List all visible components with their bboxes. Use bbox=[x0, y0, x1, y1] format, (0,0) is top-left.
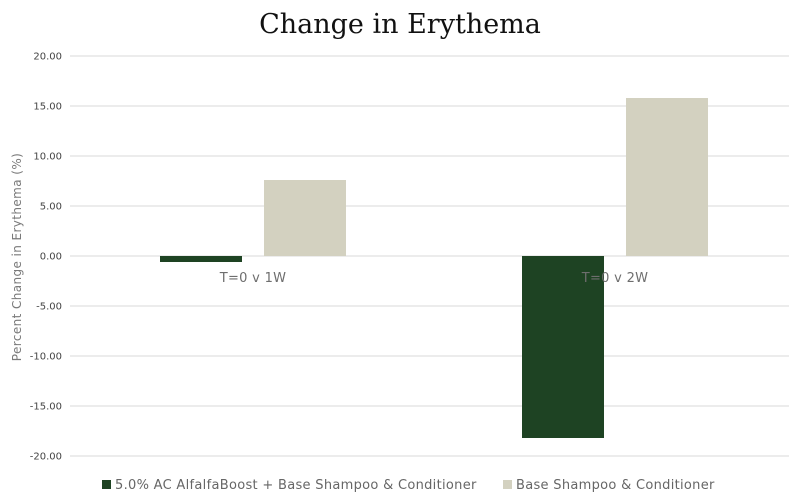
y-axis-ticks: 20.00 15.00 10.00 5.00 0.00 -5.00 -10.00 -15.00… bbox=[30, 52, 62, 463]
category-labels: T=0 v 1W T=0 v 2W bbox=[219, 271, 649, 286]
legend: 5.0% AC AlfalfaBoost + Base Shampoo & Co… bbox=[102, 478, 715, 493]
category-label: T=0 v 2W bbox=[581, 271, 649, 286]
legend-label: 5.0% AC AlfalfaBoost + Base Shampoo & Co… bbox=[115, 478, 477, 493]
bar-series-1-cat-1 bbox=[626, 98, 708, 256]
legend-swatch bbox=[102, 480, 111, 489]
y-tick-label: -20.00 bbox=[30, 452, 62, 463]
y-axis-label: Percent Change in Erythema (%) bbox=[10, 153, 24, 361]
legend-swatch bbox=[503, 480, 512, 489]
y-tick-label: -10.00 bbox=[30, 352, 62, 363]
y-tick-label: -15.00 bbox=[30, 402, 62, 413]
category-label: T=0 v 1W bbox=[219, 271, 287, 286]
y-tick-label: -5.00 bbox=[36, 302, 62, 313]
y-tick-label: 15.00 bbox=[33, 102, 62, 113]
y-tick-label: 10.00 bbox=[33, 152, 62, 163]
bar-series-1-cat-0 bbox=[264, 180, 346, 256]
bars bbox=[160, 98, 708, 438]
y-tick-label: 20.00 bbox=[33, 52, 62, 63]
bar-series-0-cat-0 bbox=[160, 256, 242, 262]
chart-title: Change in Erythema bbox=[259, 9, 541, 40]
legend-label: Base Shampoo & Conditioner bbox=[516, 478, 715, 493]
bar-series-0-cat-1 bbox=[522, 256, 604, 438]
y-tick-label: 0.00 bbox=[40, 252, 62, 263]
y-tick-label: 5.00 bbox=[40, 202, 62, 213]
